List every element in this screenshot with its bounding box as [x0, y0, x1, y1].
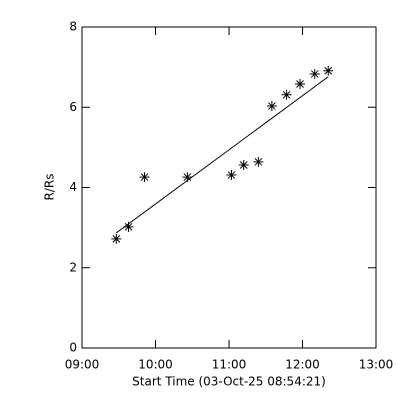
x-tick-label: 13:00 — [359, 358, 394, 372]
x-tick-label: 09:00 — [65, 358, 100, 372]
y-axis-label: R/Rs — [43, 174, 57, 201]
data-point — [323, 65, 334, 76]
y-tick-label: 6 — [69, 100, 77, 114]
x-tick-label: 10:00 — [138, 358, 173, 372]
y-tick-label: 8 — [69, 20, 77, 34]
y-tick-label: 4 — [69, 180, 77, 194]
y-tick-label: 2 — [69, 260, 77, 274]
fit-line — [116, 76, 329, 234]
data-point — [182, 172, 193, 183]
y-tick-label: 0 — [69, 341, 77, 355]
data-point — [266, 101, 277, 112]
data-point — [281, 89, 292, 100]
data-point — [123, 221, 134, 232]
data-point — [309, 68, 320, 79]
x-axis-label: Start Time (03-Oct-25 08:54:21) — [132, 375, 326, 389]
data-point — [226, 170, 237, 181]
plot-frame — [81, 26, 377, 349]
data-point — [295, 78, 306, 89]
x-tick-label: 11:00 — [212, 358, 247, 372]
x-tick-label: 12:00 — [285, 358, 320, 372]
data-point — [253, 156, 264, 167]
data-point — [238, 160, 249, 171]
data-point — [111, 233, 122, 244]
data-point — [139, 172, 150, 183]
